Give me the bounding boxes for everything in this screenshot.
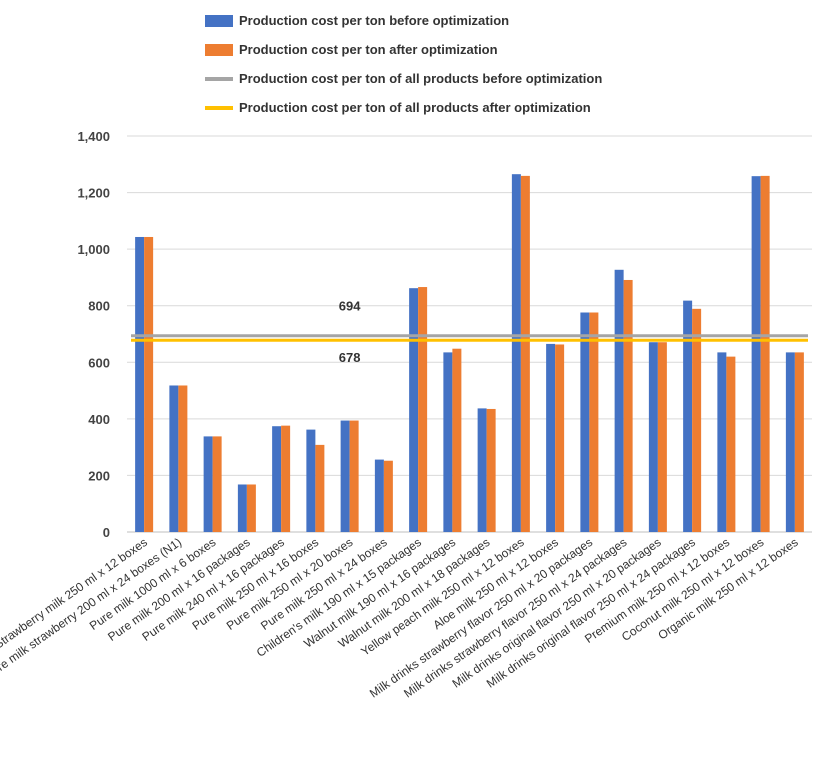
bar-before xyxy=(580,312,590,532)
legend-item-avg-before: Production cost per ton of all products … xyxy=(205,64,602,93)
bar-after xyxy=(794,352,804,532)
bar-before xyxy=(306,429,316,532)
legend-swatch-avg-before xyxy=(205,76,233,81)
y-tick-label: 1,200 xyxy=(77,186,110,201)
bar-after xyxy=(760,175,770,532)
bar-before xyxy=(683,300,693,532)
y-tick-label: 400 xyxy=(88,412,110,427)
bar-before xyxy=(443,352,453,532)
bar-after xyxy=(555,344,565,532)
reference-label-before: 694 xyxy=(339,299,361,314)
bar-after xyxy=(144,236,154,533)
bar-before xyxy=(374,459,384,532)
bar-before xyxy=(237,484,247,532)
bar-after xyxy=(486,408,496,532)
legend-swatch-avg-after xyxy=(205,105,233,110)
legend-label-after: Production cost per ton after optimizati… xyxy=(239,42,498,57)
bar-after xyxy=(349,420,359,532)
bar-before xyxy=(785,352,795,532)
bar-after xyxy=(726,356,736,532)
bar-after xyxy=(623,279,633,532)
bar-before xyxy=(169,385,179,532)
bar-before xyxy=(409,288,419,532)
bar-before xyxy=(648,342,658,532)
bar-before xyxy=(546,343,556,532)
bar-after xyxy=(589,312,599,532)
legend-swatch-before xyxy=(205,14,233,27)
bar-before xyxy=(751,176,761,532)
bar-after xyxy=(281,425,291,532)
bar-before xyxy=(477,408,487,532)
bar-before xyxy=(340,420,350,532)
bar-after xyxy=(178,385,188,532)
legend-label-avg-before: Production cost per ton of all products … xyxy=(239,71,603,86)
bar-after xyxy=(212,436,222,532)
bar-after xyxy=(692,308,702,532)
legend-swatch-after xyxy=(205,43,233,56)
y-tick-label: 600 xyxy=(88,355,110,370)
reference-label-after: 678 xyxy=(339,350,361,365)
bar-before xyxy=(717,352,727,532)
y-tick-label: 200 xyxy=(88,468,110,483)
bar-before xyxy=(614,269,624,532)
bar-after xyxy=(315,444,325,532)
y-tick-label: 1,000 xyxy=(77,242,110,257)
bar-after xyxy=(246,484,256,532)
y-tick-label: 1,400 xyxy=(77,129,110,144)
legend: Production cost per ton before optimizat… xyxy=(205,6,602,122)
legend-item-after: Production cost per ton after optimizati… xyxy=(205,35,602,64)
bar-after xyxy=(418,287,428,532)
bar-before xyxy=(135,236,145,533)
legend-label-before: Production cost per ton before optimizat… xyxy=(239,13,510,28)
bar-after xyxy=(383,460,393,532)
legend-item-avg-after: Production cost per ton of all products … xyxy=(205,93,602,122)
bar-after xyxy=(657,342,667,532)
legend-label-avg-after: Production cost per ton of all products … xyxy=(239,100,591,115)
legend-item-before: Production cost per ton before optimizat… xyxy=(205,6,602,35)
bar-after xyxy=(452,348,462,532)
bar-before xyxy=(272,426,282,532)
bar-after xyxy=(520,175,530,532)
bar-before xyxy=(203,436,213,532)
bar-before xyxy=(511,174,521,532)
y-tick-label: 800 xyxy=(88,299,110,314)
y-tick-label: 0 xyxy=(103,525,110,540)
